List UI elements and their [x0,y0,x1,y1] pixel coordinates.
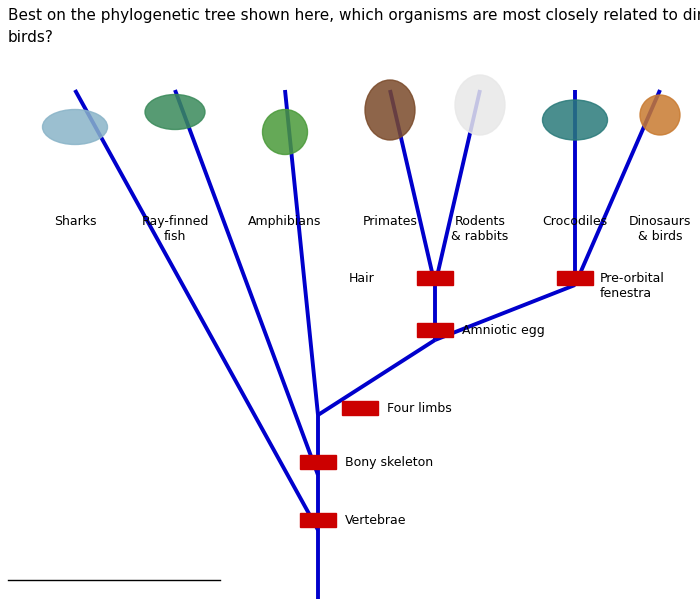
Text: Bony skeleton: Bony skeleton [345,456,433,469]
Bar [342,401,378,415]
Bar [417,271,453,285]
Text: birds?: birds? [8,30,54,45]
Text: Ray-finned
fish: Ray-finned fish [141,215,209,243]
Bar [417,323,453,337]
Ellipse shape [262,110,307,155]
Ellipse shape [365,80,415,140]
Text: Dinosaurs
& birds: Dinosaurs & birds [629,215,691,243]
Ellipse shape [43,110,108,144]
Text: Crocodiles: Crocodiles [542,215,608,228]
Text: Pre-orbital
fenestra: Pre-orbital fenestra [600,272,665,300]
Text: Vertebrae: Vertebrae [345,514,407,527]
Ellipse shape [145,95,205,129]
Text: Best on the phylogenetic tree shown here, which organisms are most closely relat: Best on the phylogenetic tree shown here… [8,8,700,23]
Text: Primates: Primates [363,215,417,228]
Text: Amphibians: Amphibians [248,215,322,228]
Text: Four limbs: Four limbs [387,402,452,415]
Text: Amniotic egg: Amniotic egg [462,324,545,337]
Bar [300,455,336,469]
Ellipse shape [542,100,608,140]
Text: Hair: Hair [349,272,375,285]
Ellipse shape [455,75,505,135]
Ellipse shape [640,95,680,135]
Text: Sharks: Sharks [54,215,97,228]
Bar [300,513,336,527]
Text: Rodents
& rabbits: Rodents & rabbits [452,215,509,243]
Bar [557,271,593,285]
